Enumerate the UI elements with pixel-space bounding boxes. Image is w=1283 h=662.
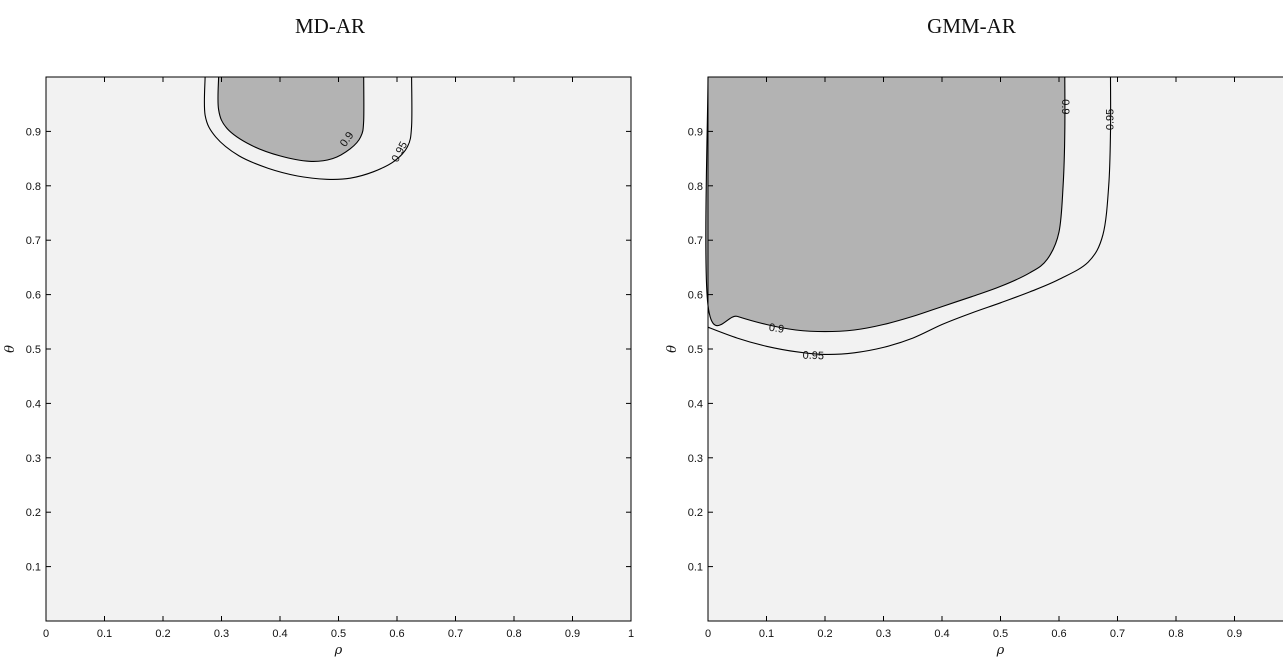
md-ar-x-tick-label: 0.5 <box>331 628 346 640</box>
gmm-ar-x-axis-label: ρ <box>996 643 1005 658</box>
gmm-ar-contour-label: 0.95 <box>1104 109 1116 130</box>
gmm-ar-contour-095 <box>707 76 1112 355</box>
gmm-ar-contour-plot: 0.9 0.95 0.9 0.95 0 0.1 0.2 0.3 0.4 0.5 0.6 0.7 0.8 0… <box>665 76 1283 658</box>
gmm-ar-y-tick-label: 0.3 <box>688 453 703 465</box>
gmm-ar-x-tick-label: 0.4 <box>934 628 949 640</box>
gmm-ar-y-tick-label: 0.1 <box>688 562 703 574</box>
gmm-ar-y-tick-label: 0.5 <box>688 344 703 356</box>
gmm-ar-y-tick-label: 0.7 <box>688 235 703 247</box>
md-ar-plot-background <box>46 77 631 621</box>
gmm-ar-y-tick-label: 0.9 <box>688 126 703 138</box>
md-ar-x-tick-label: 0.1 <box>97 628 112 640</box>
gmm-ar-y-tick-label: 0.8 <box>688 181 703 193</box>
gmm-ar-x-tick-label: 0.8 <box>1168 628 1183 640</box>
md-ar-contour-plot: 0.90.950 0.1 0.2 0.3 0.4 0.5 0.6 0.7 0.8 0.9 10.10… <box>3 76 634 658</box>
gmm-ar-x-tick-label: 0.3 <box>876 628 891 640</box>
gmm-ar-y-tick-label: 0.4 <box>688 398 703 410</box>
gmm-ar-contour-label: 0.9 <box>1059 99 1071 114</box>
md-ar-contour-09 <box>217 76 365 162</box>
md-ar-title: MD-AR <box>294 14 365 38</box>
md-ar-panel: MD-AR 0.9 0.95 0 0.1 0.2 0.3 0.4 0.5 0.6 0.7 0.8 0.… <box>3 14 634 658</box>
gmm-ar-x-tick-label: 0.5 <box>993 628 1008 640</box>
md-ar-y-tick-label: 0.1 <box>26 562 41 574</box>
md-ar-x-tick-label: 0 <box>43 628 49 640</box>
gmm-ar-x-tick-label: 0.7 <box>1110 628 1125 640</box>
md-ar-y-tick-label: 0.2 <box>26 507 41 519</box>
gmm-ar-y-axis-label: θ <box>665 345 680 353</box>
md-ar-y-tick-label: 0.4 <box>26 398 41 410</box>
md-ar-y-tick-label: 0.5 <box>26 344 41 356</box>
md-ar-y-tick-label: 0.3 <box>26 453 41 465</box>
gmm-ar-contour-09 <box>705 76 1066 333</box>
md-ar-x-tick-label: 0.4 <box>272 628 287 640</box>
gmm-ar-contour-label: 0.9 <box>768 322 785 336</box>
md-ar-x-tick-label: 0.7 <box>448 628 463 640</box>
gmm-ar-region-09 <box>705 77 1065 332</box>
md-ar-contour-095 <box>203 76 413 180</box>
md-ar-x-axis-label: ρ <box>334 643 343 658</box>
md-ar-x-tick-label: 0.6 <box>389 628 404 640</box>
md-ar-y-tick-label: 0.7 <box>26 235 41 247</box>
gmm-ar-x-tick-label: 0.1 <box>759 628 774 640</box>
md-ar-region-09 <box>217 77 364 162</box>
md-ar-y-tick-label: 0.9 <box>26 126 41 138</box>
md-ar-y-tick-label: 0.6 <box>26 290 41 302</box>
md-ar-x-tick-label: 1 <box>628 628 634 640</box>
md-ar-y-axis-label: θ <box>3 345 18 353</box>
gmm-ar-x-tick-label: 0 <box>705 628 711 640</box>
md-ar-y-tick-label: 0.8 <box>26 181 41 193</box>
gmm-ar-y-tick-label: 0.6 <box>688 290 703 302</box>
md-ar-x-tick-label: 0.3 <box>214 628 229 640</box>
gmm-ar-x-tick-label: 0.6 <box>1051 628 1066 640</box>
gmm-ar-y-tick-label: 0.2 <box>688 507 703 519</box>
md-ar-x-tick-label: 0.2 <box>155 628 170 640</box>
gmm-ar-x-tick-label: 0.9 <box>1227 628 1242 640</box>
gmm-ar-x-tick-label: 0.2 <box>817 628 832 640</box>
gmm-ar-title: GMM-AR <box>927 14 1016 38</box>
md-ar-x-tick-label: 0.9 <box>565 628 580 640</box>
gmm-ar-contour-label: 0.95 <box>802 350 824 363</box>
gmm-ar-panel: GMM-AR 0.9 0.95 0.9 0.95 0 0.1 0.2 0.3 0.4 0.5 0.6… <box>660 0 1283 662</box>
md-ar-x-tick-label: 0.8 <box>506 628 521 640</box>
